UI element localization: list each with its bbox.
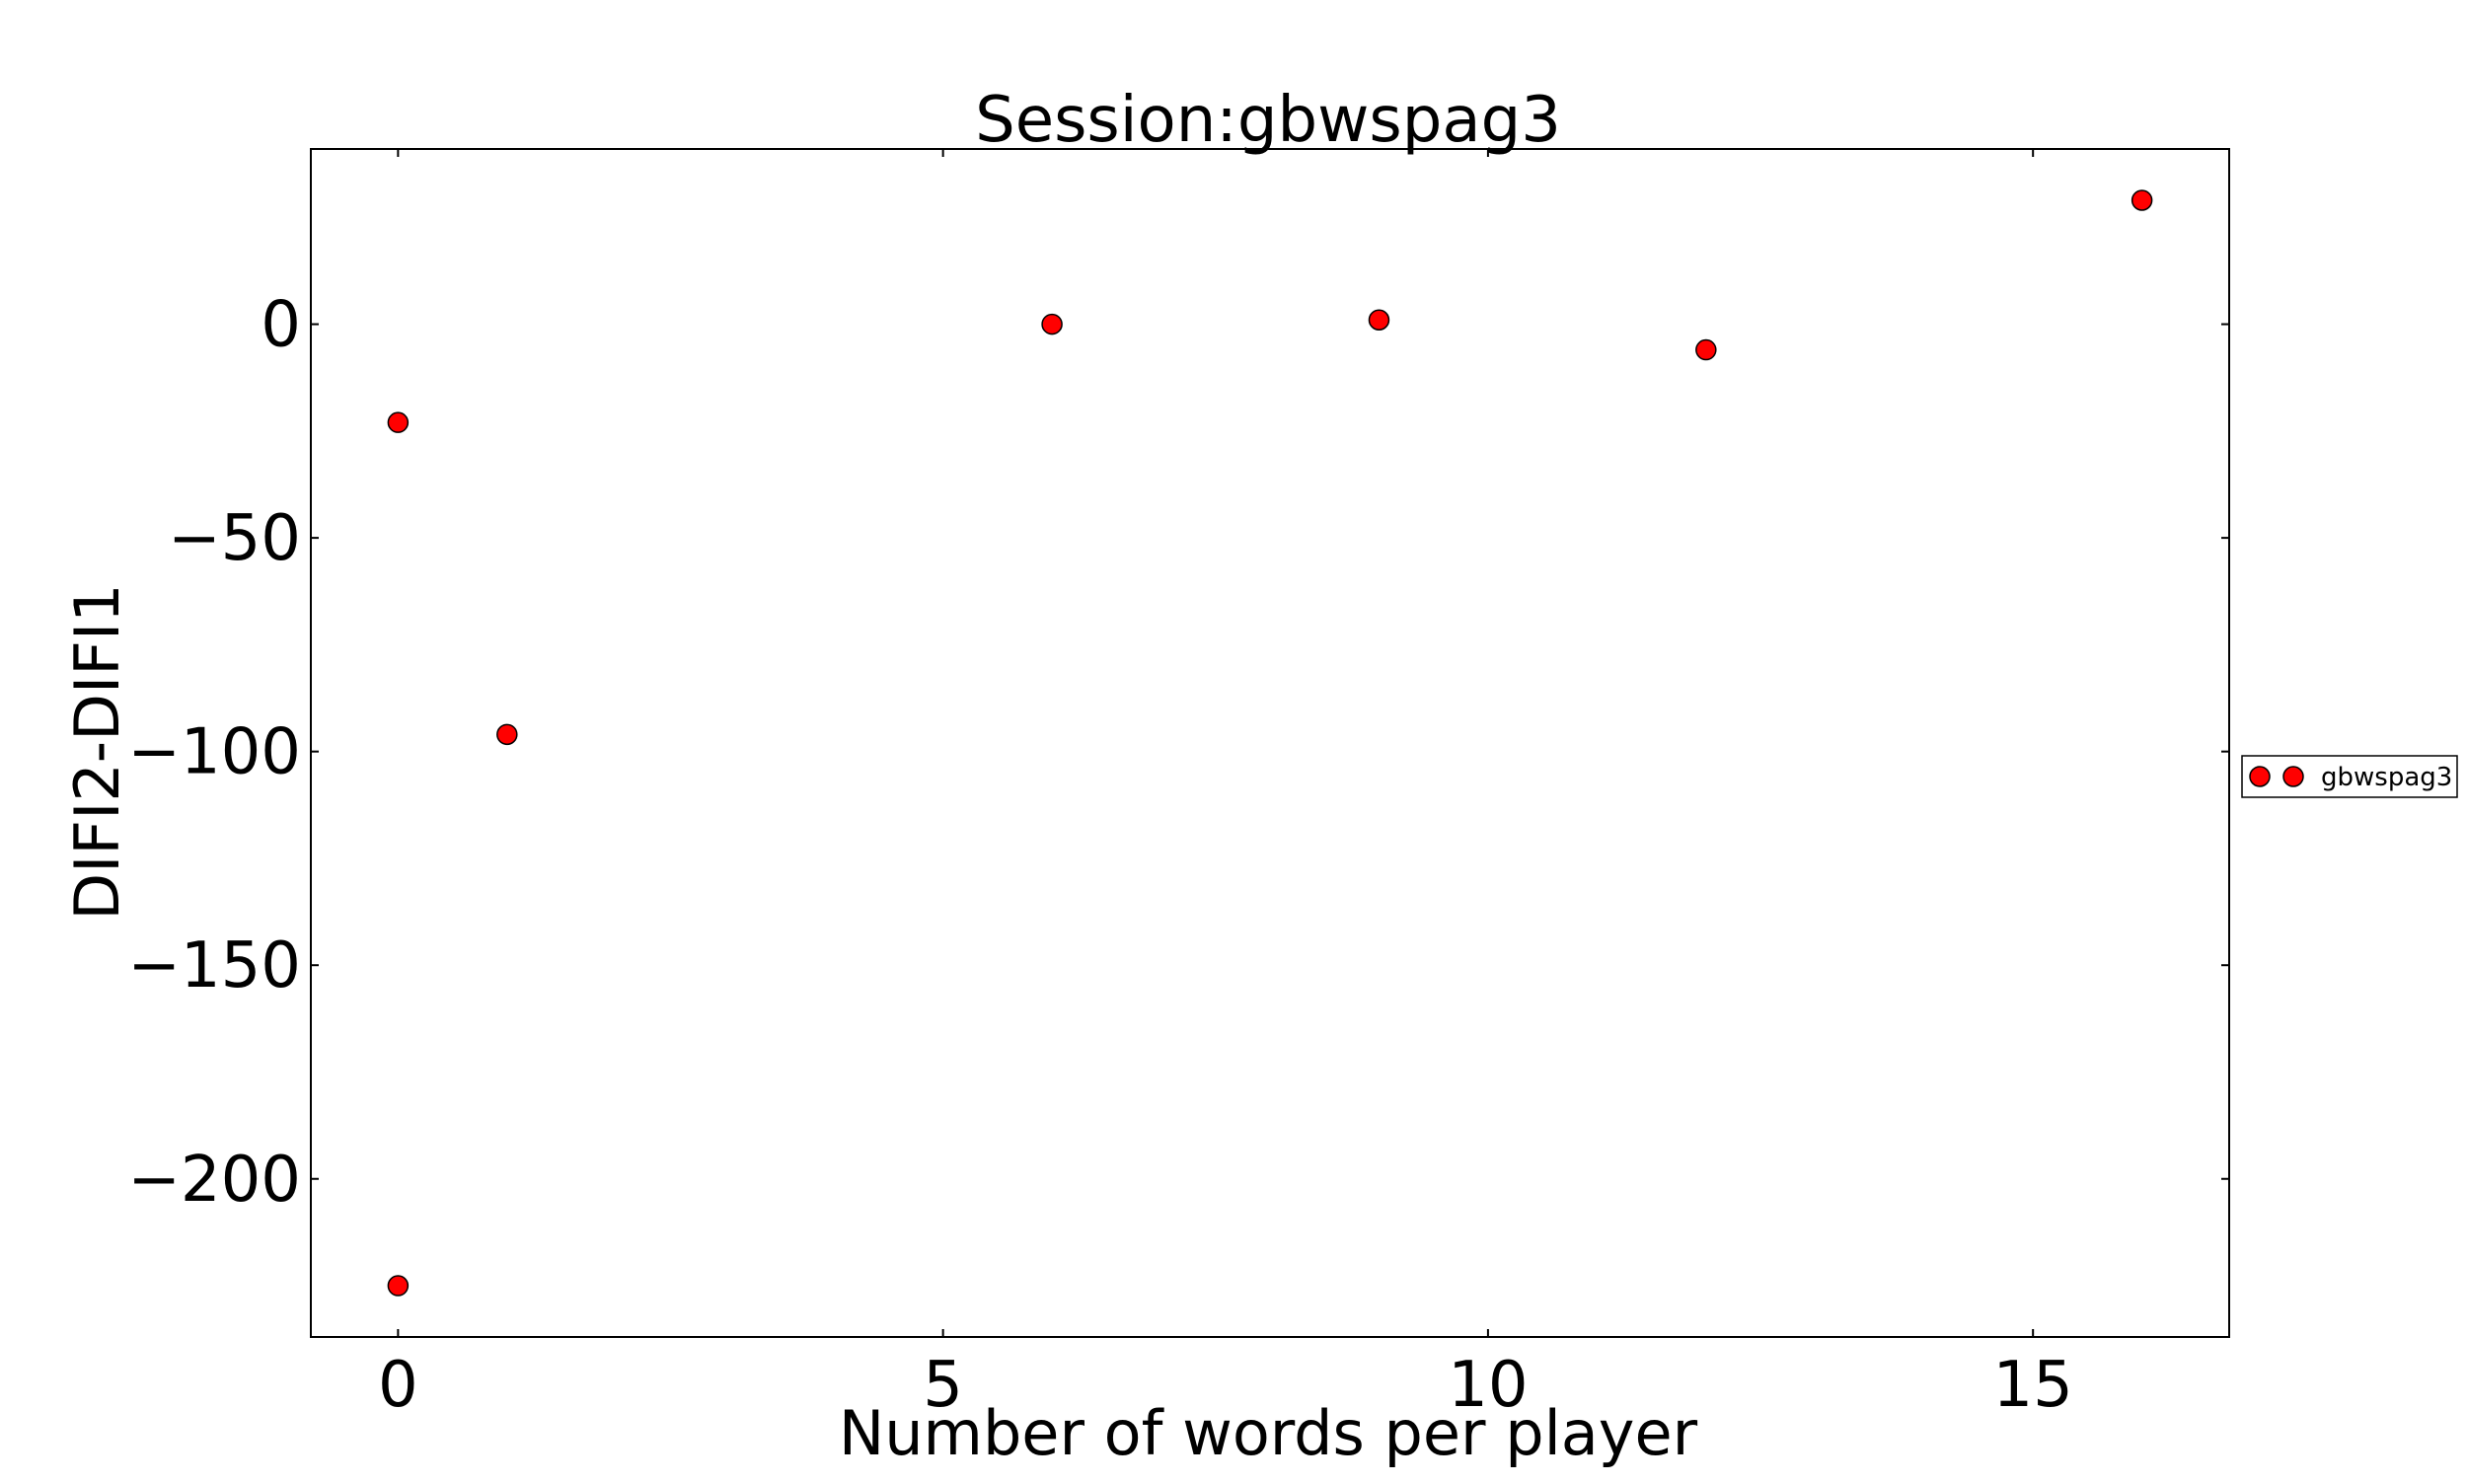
plot-area: 0 5 10 15 0 −50 −100 −150 −200 [127,148,2230,1422]
y-tick-label: −150 [127,929,301,1002]
data-point [2131,189,2153,211]
y-axis-label: DIFI2-DIFI1 [61,583,133,920]
plot-frame [310,148,2230,1338]
legend-box [2241,755,2458,798]
x-tick-label: 15 [1992,1349,2072,1422]
legend: gbwspag3 [2241,755,2458,798]
y-tick-label: −50 [168,502,301,575]
y-tick-label: −200 [127,1144,301,1217]
x-axis-label: Number of words per player [839,1397,1698,1469]
data-point [496,723,518,746]
y-tick-label: 0 [261,289,301,362]
x-tick-label: 10 [1448,1349,1528,1422]
data-point [1368,309,1390,331]
data-point [1695,338,1717,361]
legend-marker [2282,766,2304,787]
y-tick-label: −100 [127,716,301,789]
data-point [387,411,410,433]
data-point [387,1275,410,1297]
legend-label: gbwspag3 [2321,763,2452,792]
chart-title: Session:gbwspag3 [975,84,1561,157]
x-tick-label: 0 [378,1349,418,1422]
x-tick-label: 5 [923,1349,963,1422]
data-point [1041,313,1063,335]
legend-marker [2249,766,2271,787]
